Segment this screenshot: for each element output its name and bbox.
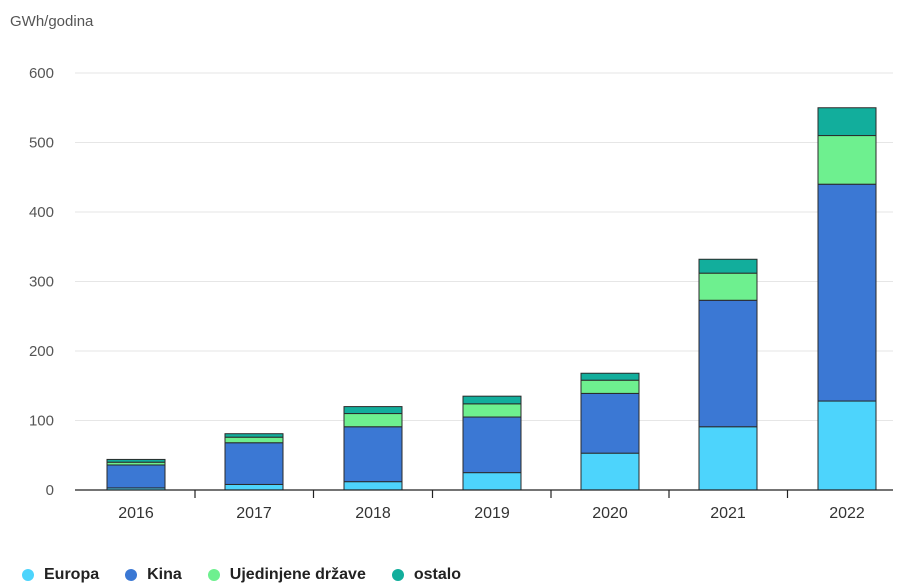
x-tick-label-2019: 2019 [474, 505, 510, 522]
x-tick-label-2018: 2018 [355, 505, 391, 522]
legend: Europa Kina Ujedinjene države ostalo [22, 566, 487, 584]
legend-dot-ujedinjene-drzave [207, 569, 220, 581]
legend-label-ujedinjene-drzave: Ujedinjene države [229, 566, 366, 583]
bar-segment-ujedinjene-države-2020 [580, 379, 640, 394]
bar-segment-ostalo-2017 [224, 433, 284, 438]
bar-segment-ujedinjene-države-2021 [698, 272, 758, 301]
x-tick-label-2016: 2016 [118, 505, 154, 522]
legend-item-europa: Europa [22, 566, 99, 584]
y-axis-title: GWh/godina [10, 13, 94, 30]
y-tick-label: 500 [29, 135, 54, 152]
y-tick-label: 200 [29, 343, 54, 360]
bar-segment-kina-2019 [462, 416, 522, 474]
bar-segment-kina-2020 [580, 392, 640, 454]
bar-segment-europa-2019 [462, 472, 522, 491]
legend-item-kina: Kina [125, 566, 182, 584]
y-tick-label: 600 [29, 65, 54, 82]
bar-segment-ostalo-2022 [817, 107, 877, 137]
bar-segment-ujedinjene-države-2022 [817, 135, 877, 185]
bar-segment-europa-2021 [698, 426, 758, 491]
gridlines [75, 72, 893, 421]
bar-segment-kina-2018 [343, 426, 403, 483]
bar-segment-ujedinjene-države-2017 [224, 436, 284, 444]
legend-dot-ostalo [391, 569, 404, 581]
y-tick-label: 300 [29, 274, 54, 291]
bar-segment-kina-2016 [106, 464, 166, 489]
bar-segment-kina-2021 [698, 299, 758, 428]
bar-segment-ostalo-2019 [462, 395, 522, 405]
bar-segment-ujedinjene-države-2019 [462, 403, 522, 418]
bar-segment-europa-2022 [817, 400, 877, 491]
legend-item-ostalo: ostalo [391, 566, 461, 584]
legend-label-europa: Europa [44, 566, 100, 583]
bar-segment-ostalo-2016 [106, 458, 166, 463]
legend-dot-kina [125, 569, 138, 581]
bar-segment-ostalo-2020 [580, 372, 640, 381]
y-tick-label: 400 [29, 204, 54, 221]
x-tick-label-2022: 2022 [829, 505, 865, 522]
bars [106, 107, 877, 491]
legend-label-kina: Kina [147, 566, 182, 583]
x-axis [75, 489, 893, 498]
x-tick-labels: 2016 2017 2018 2019 2020 2021 2022 [118, 505, 865, 522]
bar-segment-europa-2020 [580, 452, 640, 491]
y-tick-label: 0 [46, 482, 54, 499]
y-tick-labels: 0 100 200 300 400 500 600 [29, 65, 54, 499]
bar-segment-europa-2017 [224, 483, 284, 491]
bar-segment-kina-2017 [224, 442, 284, 485]
x-tick-label-2021: 2021 [710, 505, 746, 522]
legend-label-ostalo: ostalo [413, 566, 461, 583]
bar-segment-europa-2018 [343, 481, 403, 491]
y-tick-label: 100 [29, 413, 54, 430]
bar-segment-ostalo-2018 [343, 406, 403, 415]
x-tick-label-2017: 2017 [236, 505, 272, 522]
legend-dot-europa [22, 569, 34, 581]
legend-item-ujedinjene-drzave: Ujedinjene države [207, 566, 366, 584]
bar-segment-ostalo-2021 [698, 258, 758, 274]
bar-segment-kina-2022 [817, 183, 877, 402]
bar-segment-ujedinjene-države-2018 [343, 413, 403, 428]
x-tick-label-2020: 2020 [592, 505, 628, 522]
